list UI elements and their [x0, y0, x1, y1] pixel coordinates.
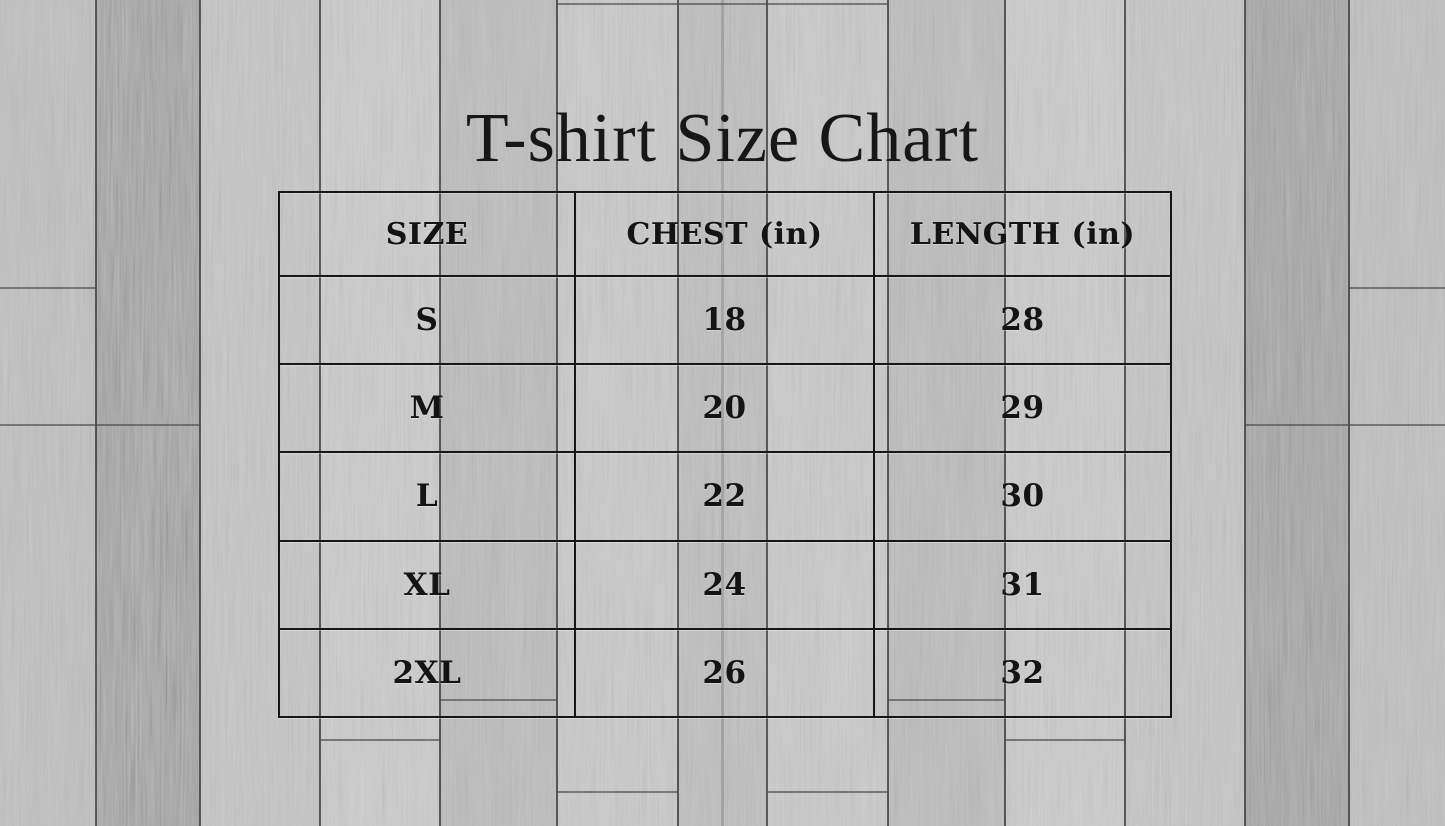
column-header-size: SIZE: [278, 191, 576, 277]
length-cell: 29: [873, 363, 1172, 454]
table-body: S 18 28 M 20 29 L 22 30 XL 24 31 2XL 26 …: [278, 274, 1172, 719]
length-cell: 31: [873, 539, 1172, 630]
table-header: SIZE CHEST (in) LENGTH (in): [278, 191, 1172, 277]
page-title: T-shirt Size Chart: [465, 100, 980, 177]
chest-cell: 22: [574, 451, 875, 542]
table-row: M 20 29: [278, 363, 1172, 454]
header-row: SIZE CHEST (in) LENGTH (in): [278, 191, 1172, 277]
table-row: 2XL 26 32: [278, 627, 1172, 719]
column-header-length: LENGTH (in): [873, 191, 1172, 277]
table-row: S 18 28: [278, 274, 1172, 366]
chest-cell: 18: [574, 274, 875, 366]
chest-cell: 26: [574, 627, 875, 719]
size-cell: S: [278, 274, 576, 366]
size-cell: L: [278, 451, 576, 542]
length-cell: 32: [873, 627, 1172, 719]
chest-cell: 24: [574, 539, 875, 630]
length-cell: 30: [873, 451, 1172, 542]
size-chart-table: SIZE CHEST (in) LENGTH (in) S 18 28 M 20…: [278, 191, 1172, 719]
size-cell: 2XL: [278, 627, 576, 719]
table-row: L 22 30: [278, 451, 1172, 542]
length-cell: 28: [873, 274, 1172, 366]
table-row: XL 24 31: [278, 539, 1172, 630]
size-cell: XL: [278, 539, 576, 630]
column-header-chest: CHEST (in): [574, 191, 875, 277]
chest-cell: 20: [574, 363, 875, 454]
size-cell: M: [278, 363, 576, 454]
